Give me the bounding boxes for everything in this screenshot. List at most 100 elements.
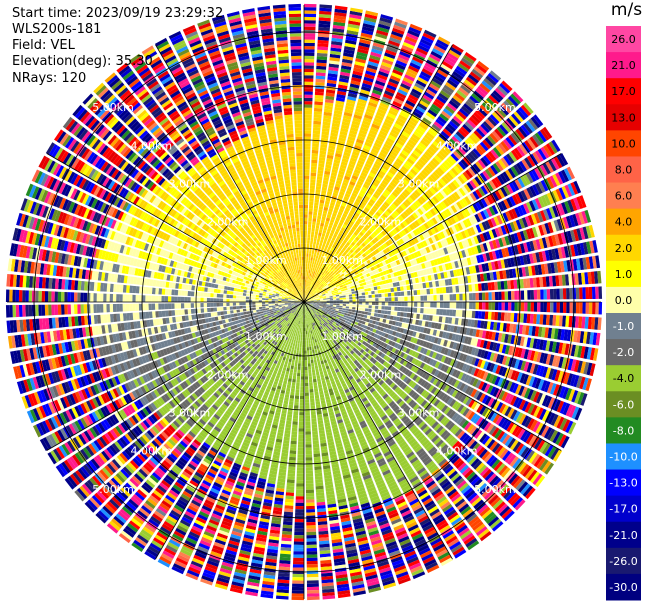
velocity-gate xyxy=(377,154,386,161)
velocity-gate xyxy=(373,86,384,93)
velocity-gate xyxy=(317,36,330,41)
velocity-gate xyxy=(453,165,462,174)
velocity-gate xyxy=(376,29,389,37)
velocity-gate xyxy=(343,196,350,201)
velocity-gate xyxy=(381,293,385,298)
velocity-gate xyxy=(478,292,483,301)
velocity-gate xyxy=(355,307,359,311)
velocity-gate xyxy=(482,121,493,131)
velocity-gate xyxy=(336,200,342,205)
velocity-gate xyxy=(306,250,309,254)
velocity-gate xyxy=(308,260,311,264)
velocity-gate xyxy=(347,239,353,244)
velocity-gate xyxy=(305,269,308,273)
velocity-gate xyxy=(505,98,517,110)
velocity-gate xyxy=(553,288,557,300)
velocity-gate xyxy=(391,147,400,155)
velocity-gate xyxy=(342,246,347,252)
velocity-gate xyxy=(397,196,404,203)
velocity-gate xyxy=(312,221,316,226)
velocity-gate xyxy=(349,181,356,187)
velocity-gate xyxy=(330,218,335,224)
velocity-gate xyxy=(354,236,360,242)
velocity-gate xyxy=(309,263,312,268)
velocity-gate xyxy=(433,121,443,130)
velocity-gate xyxy=(308,217,312,222)
velocity-gate xyxy=(429,288,434,295)
velocity-gate xyxy=(475,127,486,138)
velocity-gate xyxy=(305,276,307,280)
velocity-gate xyxy=(391,302,395,306)
velocity-gate xyxy=(318,23,331,28)
velocity-gate xyxy=(355,57,367,64)
velocity-gate xyxy=(313,211,318,216)
velocity-gate xyxy=(318,209,323,214)
velocity-gate xyxy=(374,294,379,298)
velocity-gate xyxy=(424,62,437,71)
velocity-gate xyxy=(384,219,390,226)
velocity-gate xyxy=(359,129,368,135)
velocity-gate xyxy=(370,287,375,291)
velocity-gate xyxy=(397,183,405,191)
velocity-gate xyxy=(537,302,541,312)
velocity-gate xyxy=(363,218,369,224)
velocity-gate xyxy=(310,280,312,284)
velocity-gate xyxy=(348,306,353,310)
velocity-gate xyxy=(449,294,454,301)
velocity-gate xyxy=(321,134,329,139)
velocity-gate xyxy=(304,253,307,257)
velocity-gate xyxy=(424,191,432,199)
velocity-gate xyxy=(331,244,336,249)
velocity-gate xyxy=(467,73,480,84)
velocity-gate xyxy=(395,186,403,193)
velocity-gate xyxy=(378,232,384,238)
velocity-gate xyxy=(433,74,445,84)
velocity-gate xyxy=(436,302,441,308)
velocity-gate xyxy=(309,276,312,281)
velocity-gate xyxy=(407,29,420,38)
velocity-gate xyxy=(317,235,321,240)
velocity-gate xyxy=(385,87,396,94)
velocity-gate xyxy=(330,44,342,49)
velocity-gate xyxy=(389,75,401,82)
velocity-gate xyxy=(441,176,449,185)
velocity-gate xyxy=(337,269,342,274)
velocity-gate xyxy=(345,145,353,151)
velocity-gate xyxy=(479,104,490,115)
velocity-gate xyxy=(367,156,375,163)
velocity-gate xyxy=(416,144,425,153)
velocity-gate xyxy=(304,292,305,296)
velocity-gate xyxy=(431,47,444,57)
velocity-gate xyxy=(361,168,369,175)
velocity-gate xyxy=(317,169,324,174)
velocity-gate xyxy=(365,159,374,166)
velocity-gate xyxy=(323,254,328,259)
velocity-gate xyxy=(343,210,349,215)
velocity-gate xyxy=(318,26,330,32)
velocity-gate xyxy=(436,180,444,189)
velocity-gate xyxy=(345,292,349,295)
velocity-gate xyxy=(396,56,409,65)
velocity-gate xyxy=(446,79,458,89)
velocity-gate xyxy=(455,163,464,172)
velocity-gate xyxy=(381,203,388,210)
velocity-gate xyxy=(402,201,409,208)
velocity-gate xyxy=(322,180,329,185)
velocity-gate xyxy=(363,144,371,151)
velocity-gate xyxy=(387,112,397,120)
velocity-gate xyxy=(309,283,312,288)
velocity-gate xyxy=(345,253,350,259)
velocity-gate xyxy=(347,251,352,256)
velocity-gate xyxy=(331,40,343,46)
velocity-gate xyxy=(381,164,390,171)
velocity-gate xyxy=(310,237,314,242)
velocity-gate xyxy=(450,118,461,128)
velocity-gate xyxy=(309,266,312,271)
velocity-gate xyxy=(349,304,353,307)
velocity-gate xyxy=(327,252,332,257)
velocity-gate xyxy=(363,226,369,232)
velocity-gate xyxy=(369,316,374,320)
velocity-gate xyxy=(356,195,363,201)
velocity-gate xyxy=(327,76,338,81)
